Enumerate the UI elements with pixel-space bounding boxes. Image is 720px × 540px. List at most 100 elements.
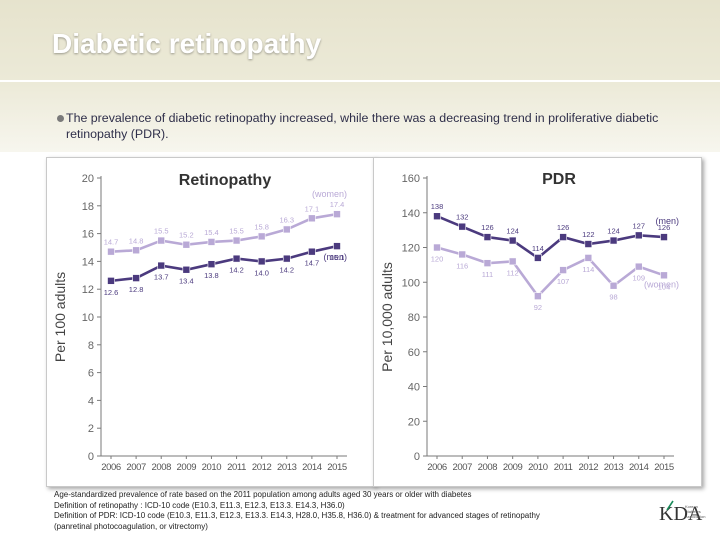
y-tick-label: 20 xyxy=(408,416,420,428)
bullet-point: The prevalence of diabetic retinopathy i… xyxy=(56,110,696,142)
y-tick-label: 0 xyxy=(414,451,420,463)
logo-letters: KDA xyxy=(659,503,703,525)
header-band xyxy=(0,0,720,152)
data-point xyxy=(257,232,266,241)
series-line xyxy=(110,212,338,253)
footnote-4: (panretinal photocoagulation, or vitrect… xyxy=(54,521,208,531)
data-label: 116 xyxy=(456,261,468,270)
data-label: 14.8 xyxy=(129,236,144,245)
y-tick-label: 140 xyxy=(402,208,420,220)
data-label: 122 xyxy=(582,230,595,239)
series-name-label: (women) xyxy=(644,279,679,289)
x-tick-label: 2011 xyxy=(227,462,246,473)
pdr-chart-panel: 0 20 40 60 80 100 120 140 160 2006 2007 2008 2009 201… xyxy=(373,157,702,487)
data-point xyxy=(660,271,668,280)
data-label: 13.8 xyxy=(204,271,219,280)
x-tick-label: 2015 xyxy=(654,462,674,473)
series-name-label: (women) xyxy=(312,189,347,199)
data-point xyxy=(634,262,643,271)
y-axis-label: Per 100 adults xyxy=(52,272,68,362)
data-label: 92 xyxy=(534,303,542,312)
data-point xyxy=(232,254,241,263)
data-point xyxy=(132,246,140,255)
logo-mark xyxy=(666,500,674,511)
data-point xyxy=(534,292,542,300)
data-point xyxy=(508,257,517,266)
data-label: 13.7 xyxy=(154,273,169,282)
data-point xyxy=(634,231,643,240)
data-point xyxy=(584,254,593,262)
y-tick-label: 10 xyxy=(82,312,94,324)
data-label: 107 xyxy=(557,277,570,286)
data-point xyxy=(433,212,441,221)
bullet-icon xyxy=(57,115,64,122)
data-label: 14.2 xyxy=(229,266,244,275)
data-point xyxy=(433,243,441,252)
data-label: 126 xyxy=(658,223,671,232)
data-label: 17.1 xyxy=(305,204,320,213)
data-label: 13.4 xyxy=(179,277,194,286)
data-label: 109 xyxy=(633,274,646,283)
retinopathy-chart-panel: 0 2 4 6 8 10 12 14 16 18 20 2006 2007 2008 2009 2010 201… xyxy=(46,157,375,487)
footnote-1: Age-standardized prevalence of rate base… xyxy=(54,490,472,499)
data-point xyxy=(132,274,140,282)
data-label: 15.5 xyxy=(229,227,244,236)
x-tick-label: 2009 xyxy=(177,462,197,473)
data-label: 12.6 xyxy=(104,288,119,297)
data-point xyxy=(232,236,241,245)
data-label: 124 xyxy=(607,227,620,236)
data-point xyxy=(207,260,216,268)
data-label: 15.8 xyxy=(254,222,269,231)
data-label: 126 xyxy=(481,223,494,232)
data-point xyxy=(157,236,166,245)
x-tick-label: 2012 xyxy=(579,462,599,473)
y-tick-label: 14 xyxy=(82,256,94,268)
pdr-chart: 0 20 40 60 80 100 120 140 160 2006 2007 2008 2009 201… xyxy=(379,171,679,473)
series-line xyxy=(436,246,665,299)
data-point xyxy=(559,233,567,241)
x-tick-label: 2015 xyxy=(327,462,347,473)
series-line xyxy=(110,244,338,283)
x-tick-label: 2010 xyxy=(528,462,548,473)
data-point xyxy=(157,261,166,270)
data-point xyxy=(458,222,467,231)
data-label: 14.7 xyxy=(305,259,320,268)
data-point xyxy=(182,240,191,249)
data-label: 127 xyxy=(633,221,646,230)
data-label: 15.2 xyxy=(179,231,194,240)
y-tick-label: 12 xyxy=(82,284,94,296)
data-point xyxy=(257,257,266,266)
data-point xyxy=(660,233,668,241)
y-tick-label: 4 xyxy=(88,395,94,407)
x-tick-label: 2006 xyxy=(101,462,121,473)
x-tick-label: 2010 xyxy=(202,462,222,473)
series-name-label: (men) xyxy=(655,216,679,226)
data-point xyxy=(458,250,467,259)
y-tick-label: 6 xyxy=(88,368,94,380)
data-point xyxy=(182,265,191,274)
footnote-2: Definition of retinopathy : ICD-10 code … xyxy=(54,500,345,510)
data-label: 98 xyxy=(609,293,617,302)
y-tick-label: 40 xyxy=(408,382,420,394)
y-tick-label: 120 xyxy=(402,243,420,255)
y-tick-label: 0 xyxy=(88,451,94,463)
data-label: 104 xyxy=(658,282,671,291)
data-label: 14.0 xyxy=(254,268,269,277)
data-label: 138 xyxy=(431,202,444,211)
data-label: 15.1 xyxy=(330,253,345,262)
data-label: 124 xyxy=(506,227,519,236)
data-label: 120 xyxy=(431,255,444,264)
kda-logo: KDA Korean Diabetes Association xyxy=(659,500,705,525)
data-point xyxy=(282,254,291,263)
slide-title: Diabetic retinopathy xyxy=(52,28,322,59)
chart-title: PDR xyxy=(542,171,576,188)
series-name-label: (men) xyxy=(323,252,347,262)
data-point xyxy=(308,214,316,223)
data-point xyxy=(483,233,492,241)
y-tick-label: 60 xyxy=(408,347,420,359)
data-point xyxy=(282,225,291,234)
data-label: 112 xyxy=(507,268,519,277)
data-label: 14.7 xyxy=(104,238,119,247)
x-tick-label: 2014 xyxy=(629,462,649,473)
data-point xyxy=(483,259,492,267)
